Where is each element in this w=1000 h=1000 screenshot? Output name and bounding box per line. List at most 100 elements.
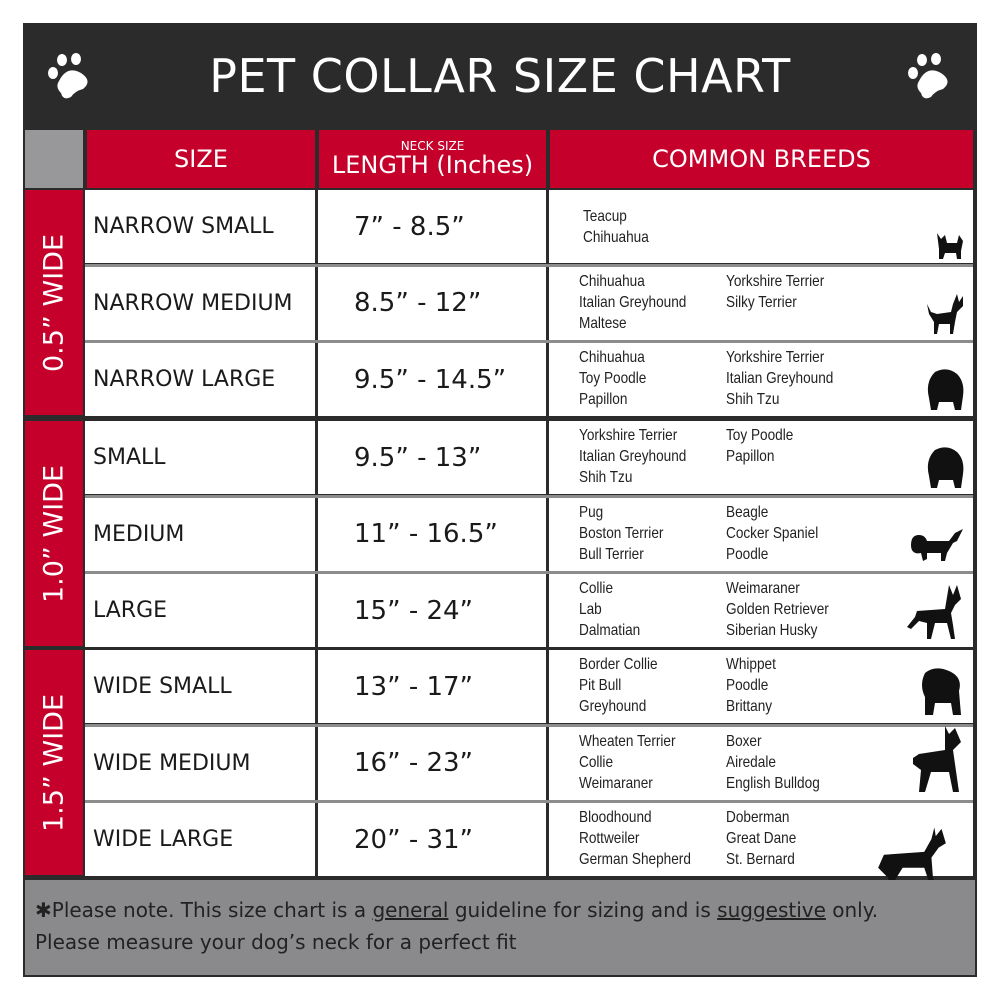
breed-name: Pug: [579, 503, 604, 521]
size-cell: WIDE SMALL: [85, 650, 315, 723]
breed-name: Toy Poodle: [579, 370, 647, 387]
breed-name: Airedale: [726, 753, 776, 771]
row-divider: [85, 263, 973, 267]
size-cell: LARGE: [85, 574, 315, 647]
breeds-column-1: Yorkshire Terrier Italian Greyhound Shih T…: [579, 425, 686, 488]
breeds-cell: Teacup Chihuahua: [549, 190, 973, 263]
breed-name: Chihuahua: [583, 229, 649, 246]
breed-name: German Shepherd: [579, 851, 691, 868]
breed-name: Chihuahua: [579, 349, 645, 366]
footer-text: ✱Please note. This size chart is a: [35, 898, 367, 922]
breeds-cell: Chihuahua Toy Poodle Papillon Yorkshire Te…: [549, 343, 973, 416]
breed-name: Brittany: [726, 698, 773, 715]
pitbull-silhouette-icon: [913, 725, 961, 792]
footer-text: only.: [825, 898, 879, 922]
breeds-column-2: Beagle Cocker Spaniel Poodle: [726, 502, 818, 565]
breeds-column-2: Toy Poodle Papillon: [726, 425, 793, 467]
width-label: 0.5” WIDE: [38, 233, 70, 372]
table-row: LARGE 15” - 24” Collie Lab Dalmatian Weima…: [85, 574, 973, 647]
breeds-cell: Wheaten Terrier Collie Weimaraner Boxer Air…: [549, 725, 973, 800]
breed-name: English Bulldog: [726, 774, 820, 792]
small-dog-silhouette-icon: [937, 233, 963, 259]
breeds-cell: Chihuahua Italian Greyhound Maltese Yorksh…: [549, 266, 973, 340]
breed-name: Chihuahua: [579, 272, 645, 290]
row-divider: [85, 800, 973, 803]
breed-name: Border Collie: [579, 656, 658, 673]
breed-name: Beagle: [726, 503, 769, 521]
header-size-label: SIZE: [174, 145, 228, 173]
breed-name: Teacup: [583, 208, 627, 225]
breeds-column-2: Whippet Poodle Brittany: [726, 654, 776, 717]
row-divider: [85, 494, 973, 498]
breed-name: Boston Terrier: [579, 524, 664, 542]
length-cell: 13” - 17”: [318, 650, 546, 723]
breeds-cell: Pug Boston Terrier Bull Terrier Beagle Cock…: [549, 497, 973, 571]
header-corner: [25, 130, 83, 188]
breeds-cell: Bloodhound Rottweiler German Shepherd Dobe…: [549, 803, 973, 897]
breed-name: Shih Tzu: [726, 391, 780, 408]
breed-name: Doberman: [726, 809, 790, 826]
breed-name: Boxer: [726, 732, 762, 750]
size-cell: NARROW LARGE: [85, 343, 315, 416]
table-row: MEDIUM 11” - 16.5” Pug Boston Terrier Bull…: [85, 497, 973, 571]
breed-name: Yorkshire Terrier: [726, 272, 825, 290]
breed-name: Whippet: [726, 656, 776, 673]
length-cell: 7” - 8.5”: [318, 190, 546, 263]
breed-name: Wheaten Terrier: [579, 732, 676, 750]
row-divider: [85, 340, 973, 343]
header-neck-size-label: NECK SIZE: [400, 139, 465, 153]
breed-name: Italian Greyhound: [579, 293, 687, 311]
breeds-cell: Yorkshire Terrier Italian Greyhound Shih T…: [549, 421, 973, 494]
breeds-column-1: Border Collie Pit Bull Greyhound: [579, 654, 658, 717]
size-cell: WIDE LARGE: [85, 803, 315, 876]
breed-name: Italian Greyhound: [726, 370, 834, 387]
footer-emphasis-general: general: [372, 898, 449, 922]
length-cell: 20” - 31”: [318, 803, 546, 876]
header-size: SIZE: [87, 130, 315, 188]
breed-name: Lab: [579, 601, 602, 618]
breed-name: Italian Greyhound: [579, 448, 687, 465]
header-length-label: LENGTH (Inches): [331, 151, 534, 179]
length-cell: 16” - 23”: [318, 726, 546, 800]
length-cell: 11” - 16.5”: [318, 497, 546, 571]
header-length: NECK SIZE LENGTH (Inches): [319, 130, 546, 188]
breeds-column-1: Bloodhound Rottweiler German Shepherd: [579, 807, 691, 870]
breeds-column-2: Doberman Great Dane St. Bernard: [726, 807, 796, 870]
breed-name: Weimaraner: [726, 580, 800, 597]
footer-note: ✱Please note. This size chart is a gener…: [25, 880, 975, 975]
breeds-cell: Border Collie Pit Bull Greyhound Whippet Po…: [549, 650, 973, 723]
table-row: NARROW SMALL 7” - 8.5” Teacup Chihuahua: [85, 190, 973, 263]
shepherd-silhouette-icon: [907, 585, 961, 639]
footer-line-2: Please measure your dog’s neck for a per…: [35, 930, 517, 954]
breed-name: Golden Retriever: [726, 601, 829, 618]
breed-name: St. Bernard: [726, 851, 795, 868]
table-row: WIDE SMALL 13” - 17” Border Collie Pit Bu…: [85, 650, 973, 723]
size-cell: MEDIUM: [85, 497, 315, 571]
table-row: WIDE MEDIUM 16” - 23” Wheaten Terrier Col…: [85, 725, 973, 800]
fluffy-dog-silhouette-icon: [927, 447, 964, 488]
breeds-column-1: Collie Lab Dalmatian: [579, 578, 640, 641]
breeds-column-2: Boxer Airedale English Bulldog: [726, 731, 820, 794]
breeds-column-2: Yorkshire Terrier Italian Greyhound Shih T…: [726, 347, 833, 410]
paw-print-icon: [908, 53, 948, 99]
breed-name: Greyhound: [579, 698, 647, 715]
breed-name: Yorkshire Terrier: [579, 427, 678, 444]
breed-name: Collie: [579, 580, 614, 597]
width-label: 1.5” WIDE: [38, 693, 70, 832]
breed-name: Toy Poodle: [726, 427, 794, 444]
breed-name: Cocker Spaniel: [726, 524, 819, 542]
length-cell: 9.5” - 13”: [318, 421, 546, 494]
size-cell: SMALL: [85, 421, 315, 494]
breed-name: Poodle: [726, 545, 769, 563]
breeds-column-1: Teacup Chihuahua: [583, 206, 649, 248]
spaniel-silhouette-icon: [911, 528, 963, 561]
breed-name: Great Dane: [726, 830, 797, 847]
table-row: NARROW MEDIUM 8.5” - 12” Chihuahua Italia…: [85, 266, 973, 340]
doberman-silhouette-icon: [878, 827, 946, 897]
width-label: 1.0” WIDE: [38, 464, 70, 603]
breed-name: Papillon: [726, 448, 775, 465]
header-breeds-label: COMMON BREEDS: [652, 145, 871, 173]
row-divider: [85, 571, 973, 574]
breeds-column-2: Yorkshire Terrier Silky Terrier: [726, 271, 824, 313]
breed-name: Rottweiler: [579, 830, 640, 847]
